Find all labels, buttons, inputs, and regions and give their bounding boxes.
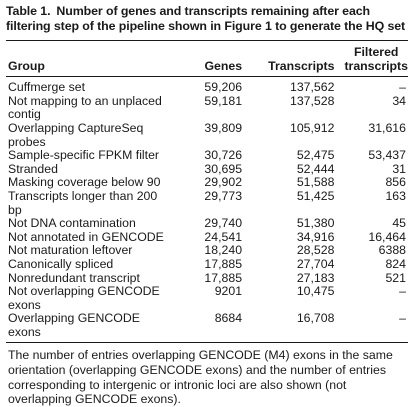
cell-filtered-transcripts: 6388: [378, 243, 406, 258]
cell-group: Not annotated in GENCODE: [8, 229, 164, 244]
cell-genes: 59,181: [204, 93, 243, 108]
table-row: Cuffmerge set 59,206 137,562 –: [6, 77, 408, 95]
cell-filtered-transcripts: 34: [392, 93, 406, 108]
cell-filtered-transcripts: –: [399, 284, 406, 299]
cell-transcripts: 105,912: [289, 120, 335, 135]
cell-genes: 59,206: [204, 80, 243, 95]
cell-filtered-transcripts: –: [399, 311, 406, 326]
cell-genes: 29,740: [204, 216, 243, 231]
cell-genes: 8684: [214, 311, 243, 326]
table-row: Transcripts longer than 200 bp 29,773 51,4…: [6, 188, 408, 217]
header-filtered-transcripts: Filtered transcripts: [338, 41, 408, 76]
table-row: Overlapping CaptureSeq probes 39,809 105,9…: [6, 120, 408, 149]
top-rule: [6, 40, 408, 41]
cell-transcripts: 27,183: [296, 270, 335, 285]
header-filtered-line1: Filtered: [354, 45, 399, 59]
cell-transcripts: 137,528: [289, 93, 335, 108]
cell-filtered-transcripts: 163: [385, 188, 406, 203]
cell-group: Cuffmerge set: [8, 80, 86, 95]
cell-transcripts: 16,708: [296, 311, 335, 326]
cell-group: Nonredundant transcript: [8, 270, 140, 285]
bottom-rule: [6, 342, 408, 344]
table-row: Not mapping to an unplaced contig 59,181 1…: [6, 93, 408, 122]
cell-genes: 24,541: [204, 229, 243, 244]
cell-filtered-transcripts: 521: [385, 270, 406, 285]
cell-filtered-transcripts: 16,464: [368, 229, 406, 244]
cell-filtered-transcripts: 31,616: [368, 120, 406, 135]
header-rule: [6, 76, 408, 78]
cell-genes: 30,726: [204, 148, 243, 163]
table-row: Not maturation leftover 18,240 28,528 6388: [6, 244, 408, 258]
cell-filtered-transcripts: 31: [392, 161, 406, 176]
cell-filtered-transcripts: 824: [385, 256, 406, 271]
cell-filtered-transcripts: –: [399, 80, 406, 95]
cell-genes: 17,885: [204, 256, 243, 271]
cell-group: Overlapping CaptureSeq probes: [8, 120, 144, 149]
cell-filtered-transcripts: 45: [392, 216, 406, 231]
table-row: Not DNA contamination 29,740 51,380 45: [6, 217, 408, 231]
cell-genes: 29,902: [204, 175, 243, 190]
cell-group: Not maturation leftover: [8, 243, 133, 258]
cell-genes: 30,695: [204, 161, 243, 176]
table-row: Canonically spliced 17,885 27,704 824: [6, 256, 408, 272]
header-transcripts: Transcripts: [268, 58, 335, 73]
cell-transcripts: 51,588: [296, 175, 335, 190]
cell-transcripts: 34,916: [296, 229, 335, 244]
table-row: Not annotated in GENCODE 24,541 34,916 16,4…: [6, 229, 408, 245]
cell-group: Stranded: [8, 161, 58, 176]
table-row: Nonredundant transcript 17,885 27,183 521: [6, 270, 408, 286]
table-title: Number of genes and transcripts remainin…: [6, 4, 406, 33]
header-group: Group: [8, 58, 45, 73]
cell-transcripts: 137,562: [289, 80, 335, 95]
table-header: Group Genes Transcripts Filtered transcri…: [6, 41, 408, 78]
header-rule-row: [6, 76, 408, 78]
cell-transcripts: 51,380: [296, 216, 335, 231]
header-genes: Genes: [204, 58, 243, 73]
cell-transcripts: 10,475: [296, 284, 335, 299]
table-footnote: The number of entries overlapping GENCOD…: [8, 348, 393, 407]
header-filtered-line2: transcripts: [344, 58, 408, 73]
cell-group: Canonically spliced: [8, 256, 114, 271]
cell-group: Not mapping to an unplaced contig: [8, 93, 162, 122]
cell-genes: 18,240: [204, 243, 243, 258]
cell-filtered-transcripts: 53,437: [368, 148, 406, 163]
cell-transcripts: 27,704: [296, 256, 335, 271]
cell-transcripts: 52,444: [296, 161, 335, 176]
cell-genes: 39,809: [204, 120, 243, 135]
cell-group: Not overlapping GENCODE exons: [8, 284, 160, 312]
cell-transcripts: 52,475: [296, 148, 335, 163]
table-number: Table 1.: [6, 4, 51, 18]
cell-genes: 29,773: [204, 188, 243, 203]
cell-filtered-transcripts: 856: [385, 175, 406, 190]
cell-group: Transcripts longer than 200 bp: [8, 188, 158, 217]
table-row: Not overlapping GENCODE exons 9201 10,475 –: [6, 284, 408, 312]
cell-group: Not DNA contamination: [8, 216, 136, 231]
cell-genes: 17,885: [204, 270, 243, 285]
cell-transcripts: 51,425: [296, 188, 335, 203]
table-row: Sample-specific FPKM filter 30,726 52,475 5…: [6, 149, 408, 163]
table-caption: Table 1. Number of genes and transcripts …: [6, 4, 408, 34]
cell-genes: 9201: [214, 284, 243, 299]
cell-group: Overlapping GENCODE exons: [8, 311, 140, 339]
table-row: Masking coverage below 90 29,902 51,588 856: [6, 176, 408, 190]
table-body: Cuffmerge set 59,206 137,562– Not mapping t…: [6, 77, 408, 342]
table-row: Overlapping GENCODE exons 8684 16,708 –: [6, 311, 408, 342]
header-row: Group Genes Transcripts Filtered transcri…: [6, 41, 408, 76]
table-row: Stranded 30,695 52,444 31: [6, 161, 408, 177]
cell-transcripts: 28,528: [296, 243, 335, 258]
cell-group: Masking coverage below 90: [8, 175, 161, 190]
cell-group: Sample-specific FPKM filter: [8, 148, 160, 163]
data-table: Group Genes Transcripts Filtered transcri…: [6, 41, 408, 342]
